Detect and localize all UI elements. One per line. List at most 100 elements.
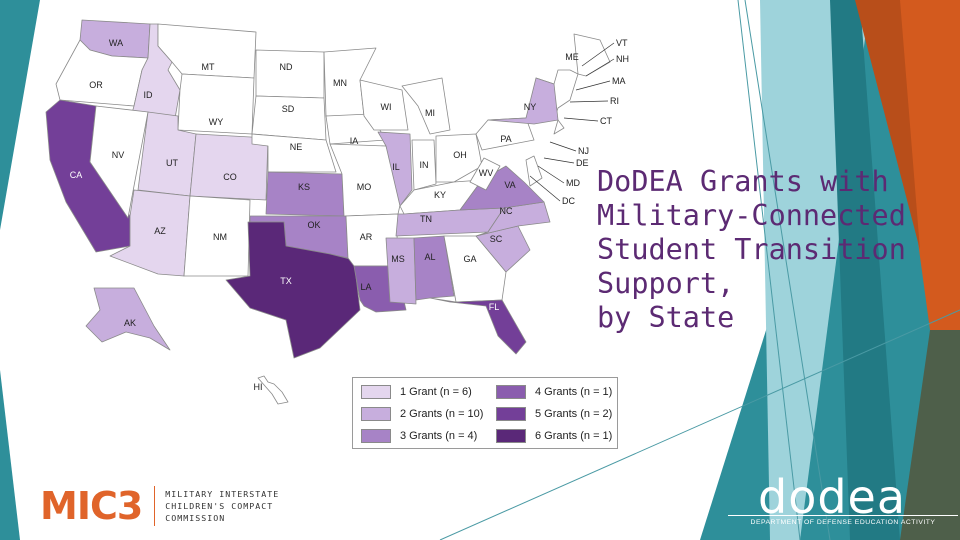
state-label-or: OR	[89, 80, 103, 90]
title-line-5: by State	[597, 301, 735, 334]
state-ks	[265, 171, 345, 217]
state-nv	[89, 105, 149, 219]
title-line-1: DoDEA Grants with	[597, 165, 889, 198]
state-mi	[401, 77, 451, 135]
mic3-separator	[154, 486, 156, 526]
deco-line-1	[737, 0, 801, 540]
callout-line-nh	[585, 58, 615, 77]
state-label-wi: WI	[381, 102, 392, 112]
legend-swatch-1	[361, 385, 391, 399]
callout-label-ct: CT	[600, 116, 612, 126]
state-label-la: LA	[360, 282, 371, 292]
state-label-mt: MT	[202, 62, 215, 72]
mic3-line-3: COMMISSION	[165, 513, 226, 523]
state-pa	[475, 117, 535, 151]
state-oh	[435, 133, 483, 183]
right-dark-teal-strip	[830, 0, 900, 540]
state-hi	[257, 375, 289, 405]
state-il	[377, 131, 413, 207]
legend-swatch-2	[361, 407, 391, 421]
callout-line-ma	[575, 80, 611, 91]
legend-label-1: 1 Grant (n = 6)	[400, 386, 472, 398]
state-label-ca: CA	[70, 170, 83, 180]
right-olive-panel	[900, 330, 960, 540]
state-label-ne: NE	[290, 142, 303, 152]
callout-label-ri: RI	[610, 96, 619, 106]
state-label-il: IL	[392, 162, 400, 172]
state-label-wv: WV	[479, 168, 494, 178]
state-label-wy: WY	[209, 117, 224, 127]
legend-item-2: 2 Grants (n = 10)	[361, 405, 483, 423]
state-label-ak: AK	[124, 318, 136, 328]
state-label-sc: SC	[490, 234, 503, 244]
legend-swatch-6	[496, 429, 526, 443]
state-label-ar: AR	[360, 232, 373, 242]
state-label-mi: MI	[425, 108, 435, 118]
state-nm	[183, 195, 251, 277]
state-shape-ne-2	[553, 119, 565, 135]
state-wi	[359, 79, 409, 131]
mic3-line-1: MILITARY INTERSTATE	[165, 489, 280, 499]
state-label-hi: HI	[254, 382, 263, 392]
title-line-2: Military-Connected	[597, 199, 906, 232]
state-in	[411, 139, 437, 191]
callout-line-ri	[569, 100, 609, 103]
state-label-oh: OH	[453, 150, 467, 160]
state-co	[189, 133, 269, 201]
state-label-ms: MS	[391, 254, 405, 264]
callout-label-vt: VT	[616, 38, 628, 48]
callout-label-nh: NH	[616, 54, 629, 64]
callout-label-de: DE	[576, 158, 589, 168]
state-me	[573, 33, 611, 77]
state-label-co: CO	[223, 172, 237, 182]
state-label-sd: SD	[282, 104, 295, 114]
state-ny	[487, 77, 559, 125]
legend-item-4: 4 Grants (n = 1)	[496, 383, 612, 401]
state-sd	[251, 95, 327, 141]
legend-swatch-4	[496, 385, 526, 399]
callout-line-de	[543, 157, 575, 164]
left-teal-strip-bottom	[0, 370, 20, 540]
callout-line-vt	[581, 42, 615, 67]
state-label-nv: NV	[112, 150, 125, 160]
slide-title: DoDEA Grants with Military-Connected Stu…	[597, 165, 927, 335]
state-label-ky: KY	[434, 190, 446, 200]
state-label-al: AL	[424, 252, 435, 262]
state-label-me: ME	[565, 52, 579, 62]
map-legend: 1 Grant (n = 6) 2 Grants (n = 10) 3 Gran…	[352, 377, 618, 449]
state-fl	[429, 297, 527, 355]
mic3-wordmark: MIC3	[40, 484, 143, 528]
legend-label-6: 6 Grants (n = 1)	[535, 430, 613, 442]
state-ga	[443, 235, 507, 303]
mic3-line-2: CHILDREN'S COMPACT	[165, 501, 274, 511]
legend-item-6: 6 Grants (n = 1)	[496, 427, 612, 445]
state-ms	[385, 237, 417, 305]
callout-label-nj: NJ	[578, 146, 589, 156]
callout-label-dc: DC	[562, 196, 575, 206]
state-wv	[469, 157, 501, 191]
mic3-org-name: MILITARY INTERSTATE CHILDREN'S COMPACT C…	[165, 488, 279, 524]
state-label-ok: OK	[307, 220, 320, 230]
state-label-tx: TX	[280, 276, 292, 286]
state-label-pa: PA	[500, 134, 511, 144]
state-label-wa: WA	[109, 38, 123, 48]
dodea-subtitle: DEPARTMENT OF DEFENSE EDUCATION ACTIVITY	[750, 519, 936, 526]
state-label-va: VA	[504, 180, 515, 190]
deco-line-3	[439, 309, 960, 540]
left-teal-strip	[0, 0, 40, 230]
callout-line-md	[537, 165, 565, 184]
mic3-logo: MIC3 MILITARY INTERSTATE CHILDREN'S COMP…	[40, 484, 279, 528]
state-nd	[255, 49, 325, 99]
state-label-fl: FL	[489, 302, 500, 312]
legend-label-4: 4 Grants (n = 1)	[535, 386, 613, 398]
state-label-in: IN	[420, 160, 429, 170]
callout-label-ma: MA	[612, 76, 626, 86]
state-label-mn: MN	[333, 78, 347, 88]
legend-label-3: 3 Grants (n = 4)	[400, 430, 478, 442]
title-line-3: Student Transition	[597, 233, 906, 266]
legend-swatch-3	[361, 429, 391, 443]
dodea-logo: dodea DEPARTMENT OF DEFENSE EDUCATION AC…	[728, 470, 960, 540]
state-label-tn: TN	[420, 214, 432, 224]
dodea-rule	[728, 515, 958, 516]
